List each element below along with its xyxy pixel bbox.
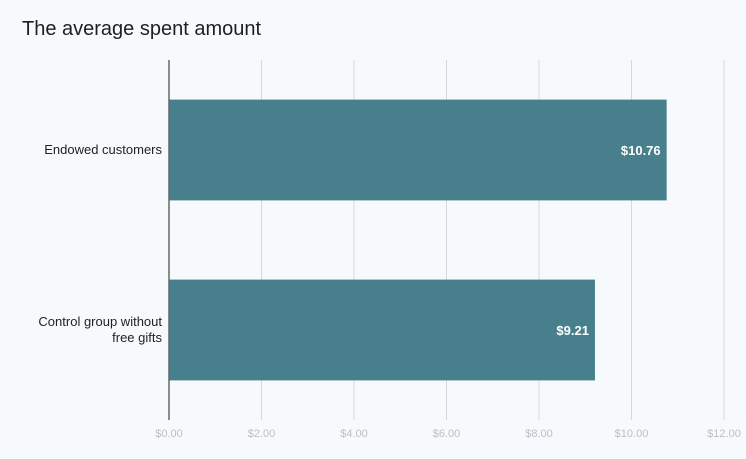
bar (169, 99, 667, 201)
category-label-line: free gifts (112, 330, 162, 345)
x-tick-label: $6.00 (433, 428, 461, 440)
data-label: $10.76 (621, 143, 661, 158)
x-tick-label: $0.00 (155, 428, 183, 440)
x-tick-label: $4.00 (340, 428, 368, 440)
category-label: Endowed customers (44, 142, 162, 157)
data-label: $9.21 (556, 323, 589, 338)
x-tick-label: $10.00 (615, 428, 649, 440)
category-label-line: Endowed customers (44, 142, 162, 157)
category-label: Control group without free gifts (38, 314, 162, 345)
x-tick-label: $8.00 (525, 428, 553, 440)
x-tick-label: $12.00 (707, 428, 741, 440)
category-label-line: Control group without (38, 314, 162, 329)
x-tick-label: $2.00 (248, 428, 276, 440)
chart-title: The average spent amount (22, 18, 262, 40)
bar (169, 279, 595, 381)
